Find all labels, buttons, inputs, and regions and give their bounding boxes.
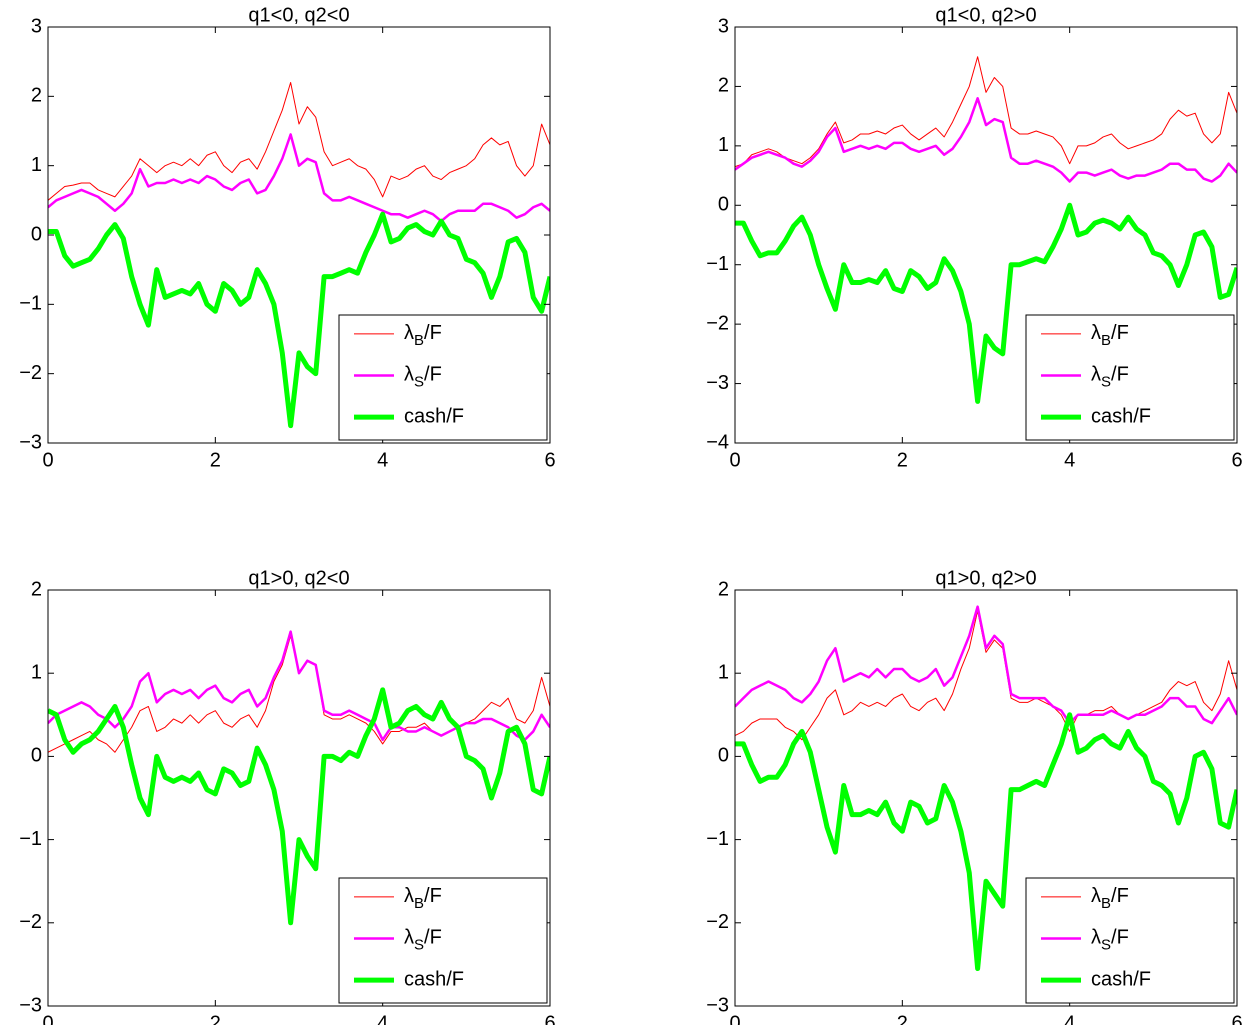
series-line <box>735 610 1237 741</box>
y-tick-label: 2 <box>718 75 729 97</box>
y-tick-label: 1 <box>31 154 42 176</box>
y-tick-label: −3 <box>19 994 42 1016</box>
axes-box <box>47 589 551 1007</box>
legend-label: λB/F <box>1091 322 1129 349</box>
y-tick-label: −1 <box>19 293 42 315</box>
y-tick-label: 2 <box>31 578 42 600</box>
series-line <box>735 56 1237 168</box>
chart-title: q1<0, q2<0 <box>248 4 349 26</box>
y-tick-label: −3 <box>706 372 729 394</box>
y-tick-label: −4 <box>706 431 729 453</box>
series-line <box>48 687 550 926</box>
series-line <box>48 630 550 742</box>
y-tick-label: 0 <box>718 745 729 767</box>
legend-label: λS/F <box>1091 927 1129 954</box>
legend: λB/F λS/F cash/F <box>338 877 548 1004</box>
x-tick-label: 2 <box>210 1012 221 1025</box>
plot-area <box>48 630 550 926</box>
legend-label: cash/F <box>404 968 464 990</box>
y-tick-label: 1 <box>31 661 42 683</box>
y-tick-label: 3 <box>718 15 729 37</box>
y-tick-label: −3 <box>706 994 729 1016</box>
subplot: q1>0, q2>0 −3 −2 −1 0 1 2 0 2 4 6 λB/F λS/F cash/F <box>706 567 1242 1025</box>
y-tick-label: 1 <box>718 134 729 156</box>
legend-box <box>1025 314 1235 441</box>
legend: λB/F λS/F cash/F <box>1025 314 1235 441</box>
legend-label: λS/F <box>404 927 442 954</box>
plot-area <box>48 81 550 429</box>
chart-title: q1<0, q2>0 <box>935 4 1036 26</box>
y-tick-label: −1 <box>706 828 729 850</box>
x-tick-label: 6 <box>544 1012 555 1025</box>
y-tick-label: 3 <box>31 15 42 37</box>
x-tick-label: 4 <box>377 1012 388 1025</box>
legend-label: λB/F <box>1091 885 1129 912</box>
y-tick-label: 0 <box>31 223 42 245</box>
legend: λB/F λS/F cash/F <box>338 314 548 441</box>
legend-label: λB/F <box>404 885 442 912</box>
legend-label: cash/F <box>1091 968 1151 990</box>
y-tick-label: 2 <box>718 578 729 600</box>
x-tick-label: 6 <box>544 449 555 471</box>
series-line <box>735 202 1237 404</box>
x-tick-label: 4 <box>1064 449 1075 471</box>
legend-label: λS/F <box>1091 364 1129 391</box>
y-tick-label: 2 <box>31 85 42 107</box>
y-tick-label: −2 <box>19 911 42 933</box>
series-line <box>735 712 1237 972</box>
legend-label: cash/F <box>404 405 464 427</box>
legend-label: cash/F <box>1091 405 1151 427</box>
x-tick-label: 6 <box>1231 1012 1242 1025</box>
legend: λB/F λS/F cash/F <box>1025 877 1235 1004</box>
axes-box <box>734 26 1238 444</box>
legend-label: λS/F <box>404 364 442 391</box>
x-tick-label: 2 <box>897 1012 908 1025</box>
series-line <box>48 211 550 429</box>
x-tick-label: 2 <box>897 449 908 471</box>
subplot: q1<0, q2>0 −4 −3 −2 −1 0 1 2 3 0 2 4 6 λB/F λS/F cash/F <box>706 4 1242 471</box>
plot-area <box>735 56 1237 404</box>
axes-box <box>734 589 1238 1007</box>
y-tick-label: −2 <box>706 911 729 933</box>
series-line <box>48 133 550 223</box>
series-line <box>735 97 1237 183</box>
x-tick-label: 6 <box>1231 449 1242 471</box>
y-tick-label: −1 <box>19 828 42 850</box>
x-tick-label: 2 <box>210 449 221 471</box>
series-line <box>48 81 550 201</box>
subplot: q1<0, q2<0 −3 −2 −1 0 1 2 3 0 2 4 6 λB/F λS/F cash/F <box>19 4 555 471</box>
chart-title: q1>0, q2>0 <box>935 567 1036 589</box>
y-tick-label: −1 <box>706 253 729 275</box>
x-tick-label: 0 <box>42 1012 53 1025</box>
x-tick-label: 0 <box>729 449 740 471</box>
chart-title: q1>0, q2<0 <box>248 567 349 589</box>
x-tick-label: 0 <box>42 449 53 471</box>
x-tick-label: 0 <box>729 1012 740 1025</box>
y-tick-label: −2 <box>19 362 42 384</box>
subplot: q1>0, q2<0 −3 −2 −1 0 1 2 0 2 4 6 λB/F λS/F cash/F <box>19 567 555 1025</box>
legend-label: λB/F <box>404 322 442 349</box>
y-tick-label: −2 <box>706 312 729 334</box>
x-tick-label: 4 <box>1064 1012 1075 1025</box>
y-tick-label: −3 <box>19 431 42 453</box>
series-line <box>735 605 1237 725</box>
y-tick-label: 1 <box>718 661 729 683</box>
x-tick-label: 4 <box>377 449 388 471</box>
y-tick-label: 0 <box>718 194 729 216</box>
y-tick-label: 0 <box>31 745 42 767</box>
plot-area <box>735 605 1237 972</box>
